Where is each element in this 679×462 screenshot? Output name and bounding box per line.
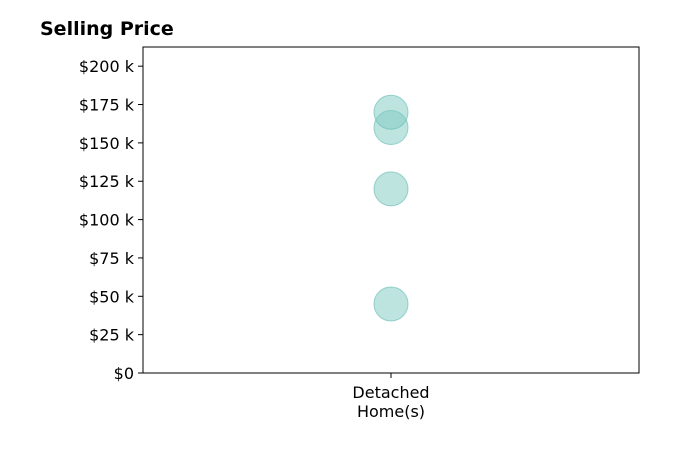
y-tick-label: $175 k bbox=[79, 96, 135, 115]
data-points bbox=[373, 94, 409, 322]
y-tick-label: $50 k bbox=[89, 287, 135, 306]
y-axis: $0 $25 k $50 k $75 k $100 k $125 k $150 k $175 … bbox=[79, 57, 143, 383]
data-point bbox=[373, 171, 409, 207]
y-tick-label: $25 k bbox=[89, 326, 135, 345]
y-tick-label: $200 k bbox=[79, 57, 135, 76]
y-tick-label: $125 k bbox=[79, 172, 135, 191]
x-tick-label: Detached bbox=[352, 383, 429, 402]
y-tick-label: $75 k bbox=[89, 249, 135, 268]
data-point bbox=[373, 94, 409, 130]
x-tick-label: Home(s) bbox=[357, 402, 425, 421]
y-tick-label: $100 k bbox=[79, 211, 135, 230]
data-point bbox=[373, 286, 409, 322]
y-tick-label: $0 bbox=[114, 364, 134, 383]
y-tick-label: $150 k bbox=[79, 134, 135, 153]
chart-title: Selling Price bbox=[40, 18, 174, 40]
